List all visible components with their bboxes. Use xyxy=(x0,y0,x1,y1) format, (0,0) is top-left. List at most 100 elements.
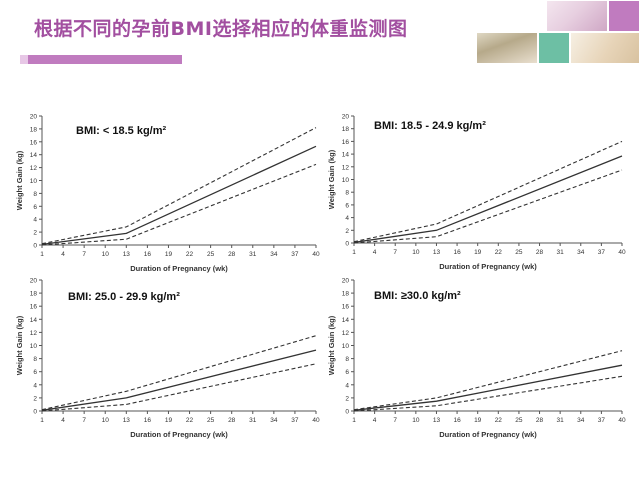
series-line-bound xyxy=(353,350,623,411)
y-tick-label: 12 xyxy=(342,330,350,337)
x-tick-label: 28 xyxy=(228,417,236,424)
x-tick-label: 13 xyxy=(433,249,441,256)
y-tick-label: 10 xyxy=(30,343,38,350)
photo-hospital-hall xyxy=(546,0,608,32)
x-tick-label: 22 xyxy=(186,251,194,258)
x-tick-label: 22 xyxy=(186,417,194,424)
y-tick-label: 12 xyxy=(30,165,38,172)
x-tick-label: 16 xyxy=(144,417,152,424)
photo-ward-room xyxy=(570,32,640,64)
x-tick-label: 16 xyxy=(453,249,461,256)
y-axis-label: Weight Gain (kg) xyxy=(327,315,336,375)
x-tick-label: 4 xyxy=(61,251,65,258)
x-tick-label: 37 xyxy=(291,251,299,258)
y-tick-label: 14 xyxy=(342,317,350,324)
x-tick-label: 7 xyxy=(393,249,397,256)
y-tick-label: 8 xyxy=(33,191,37,198)
series-line-bound xyxy=(41,163,317,246)
chart-title: BMI: < 18.5 kg/m² xyxy=(76,125,167,137)
x-tick-label: 13 xyxy=(433,417,441,424)
photo-green-tile xyxy=(538,32,570,64)
x-tick-label: 34 xyxy=(577,249,585,256)
chart-bmi-under-18-5: 0 2 4 6 8 10 12 14 16 18 20 1 4 7 10 13 16 19 22 25 28 31 34 37… xyxy=(0,104,330,280)
x-tick-label: 40 xyxy=(312,417,320,424)
y-tick-label: 16 xyxy=(30,139,38,146)
series-line-mean xyxy=(41,349,317,411)
x-tick-label: 7 xyxy=(393,417,397,424)
x-tick-label: 19 xyxy=(165,251,173,258)
x-tick-label: 34 xyxy=(270,251,278,258)
y-tick-label: 4 xyxy=(33,382,37,389)
x-tick-label: 40 xyxy=(618,417,626,424)
x-tick-label: 16 xyxy=(453,417,461,424)
y-tick-label: 0 xyxy=(345,241,349,248)
y-tick-label: 18 xyxy=(30,126,38,133)
x-axis-label: Duration of Pregnancy (wk) xyxy=(130,430,228,439)
series-line-bound xyxy=(353,375,623,412)
x-tick-label: 25 xyxy=(207,251,215,258)
y-tick-label: 8 xyxy=(33,356,37,363)
x-tick-label: 28 xyxy=(536,417,544,424)
series-line-bound xyxy=(41,127,317,245)
y-tick-label: 4 xyxy=(345,382,349,389)
x-tick-label: 28 xyxy=(536,249,544,256)
y-tick-label: 10 xyxy=(342,177,350,184)
y-tick-label: 14 xyxy=(30,317,38,324)
y-tick-label: 10 xyxy=(30,178,38,185)
y-tick-label: 20 xyxy=(342,278,350,285)
y-tick-label: 0 xyxy=(33,409,37,416)
chart-bmi-25-29-9: 0 2 4 6 8 10 12 14 16 18 20 1 4 7 10 13 16 19 22 25 28 31 34 37… xyxy=(0,268,330,450)
x-tick-label: 10 xyxy=(412,417,420,424)
y-tick-label: 20 xyxy=(342,114,350,121)
x-tick-label: 31 xyxy=(557,417,565,424)
series-line-mean xyxy=(41,145,317,246)
x-tick-label: 40 xyxy=(618,249,626,256)
x-tick-label: 19 xyxy=(474,249,482,256)
x-tick-label: 4 xyxy=(61,417,65,424)
x-tick-label: 37 xyxy=(291,417,299,424)
y-tick-label: 18 xyxy=(342,291,350,298)
x-axis-label: Duration of Pregnancy (wk) xyxy=(439,430,537,439)
x-tick-label: 22 xyxy=(495,417,503,424)
header-rule xyxy=(28,55,182,64)
series-line-bound xyxy=(41,363,317,412)
y-tick-label: 0 xyxy=(33,243,37,250)
y-axis-label: Weight Gain (kg) xyxy=(327,149,336,209)
x-tick-label: 10 xyxy=(102,417,110,424)
y-tick-label: 14 xyxy=(342,152,350,159)
y-tick-label: 18 xyxy=(30,291,38,298)
x-tick-label: 28 xyxy=(228,251,236,258)
x-tick-label: 34 xyxy=(270,417,278,424)
x-tick-label: 7 xyxy=(82,417,86,424)
y-axis-label: Weight Gain (kg) xyxy=(15,150,24,210)
x-axis-label: Duration of Pregnancy (wk) xyxy=(130,264,228,273)
photo-purple-tile xyxy=(608,0,640,32)
x-tick-label: 4 xyxy=(373,417,377,424)
x-tick-label: 31 xyxy=(557,249,565,256)
y-tick-label: 20 xyxy=(30,278,38,285)
x-tick-label: 25 xyxy=(515,249,523,256)
y-tick-label: 6 xyxy=(345,369,349,376)
x-tick-label: 25 xyxy=(515,417,523,424)
x-tick-label: 13 xyxy=(123,417,131,424)
series-line-bound xyxy=(41,335,317,411)
series-line-bound xyxy=(353,169,623,244)
y-tick-label: 10 xyxy=(342,343,350,350)
y-tick-label: 2 xyxy=(33,230,37,237)
chart-title: BMI: 18.5 - 24.9 kg/m² xyxy=(374,120,486,132)
y-tick-label: 6 xyxy=(33,369,37,376)
x-tick-label: 16 xyxy=(144,251,152,258)
chart-bmi-30-plus: 0 2 4 6 8 10 12 14 16 18 20 1 4 7 10 13 16 19 22 25 28 31 34 37… xyxy=(316,268,640,450)
y-tick-label: 12 xyxy=(342,164,350,171)
y-axis-label: Weight Gain (kg) xyxy=(15,315,24,375)
x-tick-label: 37 xyxy=(598,417,606,424)
x-tick-label: 7 xyxy=(82,251,86,258)
photo-corner-tile xyxy=(518,0,546,32)
y-tick-label: 4 xyxy=(33,217,37,224)
chart-bmi-18-5-24-9: 0 2 4 6 8 10 12 14 16 18 20 1 4 7 10 13 16 19 22 25 28 31 34 37… xyxy=(316,104,640,280)
x-tick-label: 1 xyxy=(40,251,44,258)
x-tick-label: 37 xyxy=(598,249,606,256)
